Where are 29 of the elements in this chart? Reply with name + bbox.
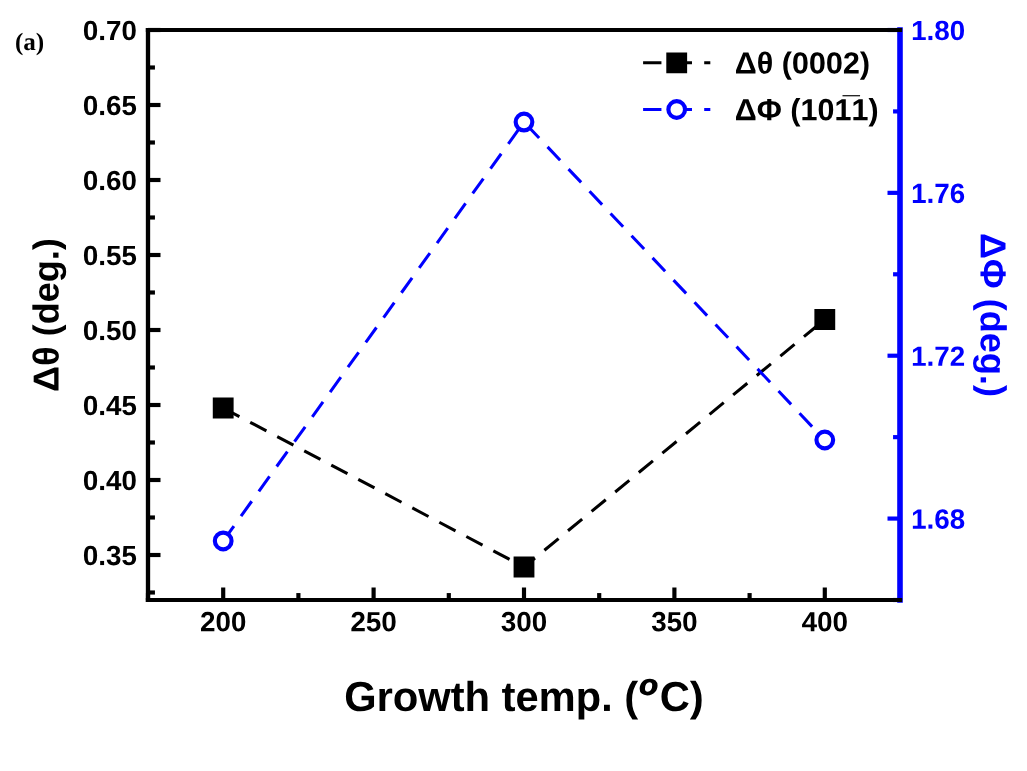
x-tick-label: 350 — [651, 611, 697, 632]
text: (a) — [16, 32, 44, 56]
legend-label: ΔΦ (101̅1) — [736, 95, 878, 127]
legend-label: Δθ (0002) — [736, 51, 869, 80]
y-tick-label: 0.50 — [83, 320, 136, 341]
y2-tick-label: 1.72 — [912, 346, 965, 366]
x-tick-label: 300 — [501, 611, 547, 632]
point — [513, 556, 535, 578]
x-tick-label: 250 — [351, 611, 396, 632]
x-axis-title: Growth temp. ($^{o}$C) — [345, 678, 702, 720]
y-tick-label: 0.40 — [83, 470, 136, 491]
y-tick-label: 0.55 — [83, 245, 137, 266]
y2-tick-label: 1.68 — [912, 509, 965, 529]
y2-axis-title: ΔΦ (deg.) — [973, 234, 1007, 396]
point — [814, 429, 836, 451]
y-tick-label: 0.70 — [83, 20, 136, 41]
x-tick-label: 400 — [802, 611, 847, 632]
y-axis-title: Δθ (deg.) — [32, 239, 67, 391]
y2-tick-label: 1.76 — [912, 183, 965, 204]
point — [513, 111, 535, 133]
point — [212, 530, 234, 552]
x-tick-label: 200 — [200, 611, 246, 632]
y-tick-label: 0.65 — [83, 95, 137, 116]
y2-tick-label: 1.80 — [912, 20, 965, 41]
point — [814, 309, 836, 330]
point — [212, 397, 234, 419]
y-tick-label: 0.45 — [83, 395, 137, 416]
y-tick-label: 0.35 — [83, 545, 137, 566]
y-tick-label: 0.60 — [83, 170, 136, 191]
